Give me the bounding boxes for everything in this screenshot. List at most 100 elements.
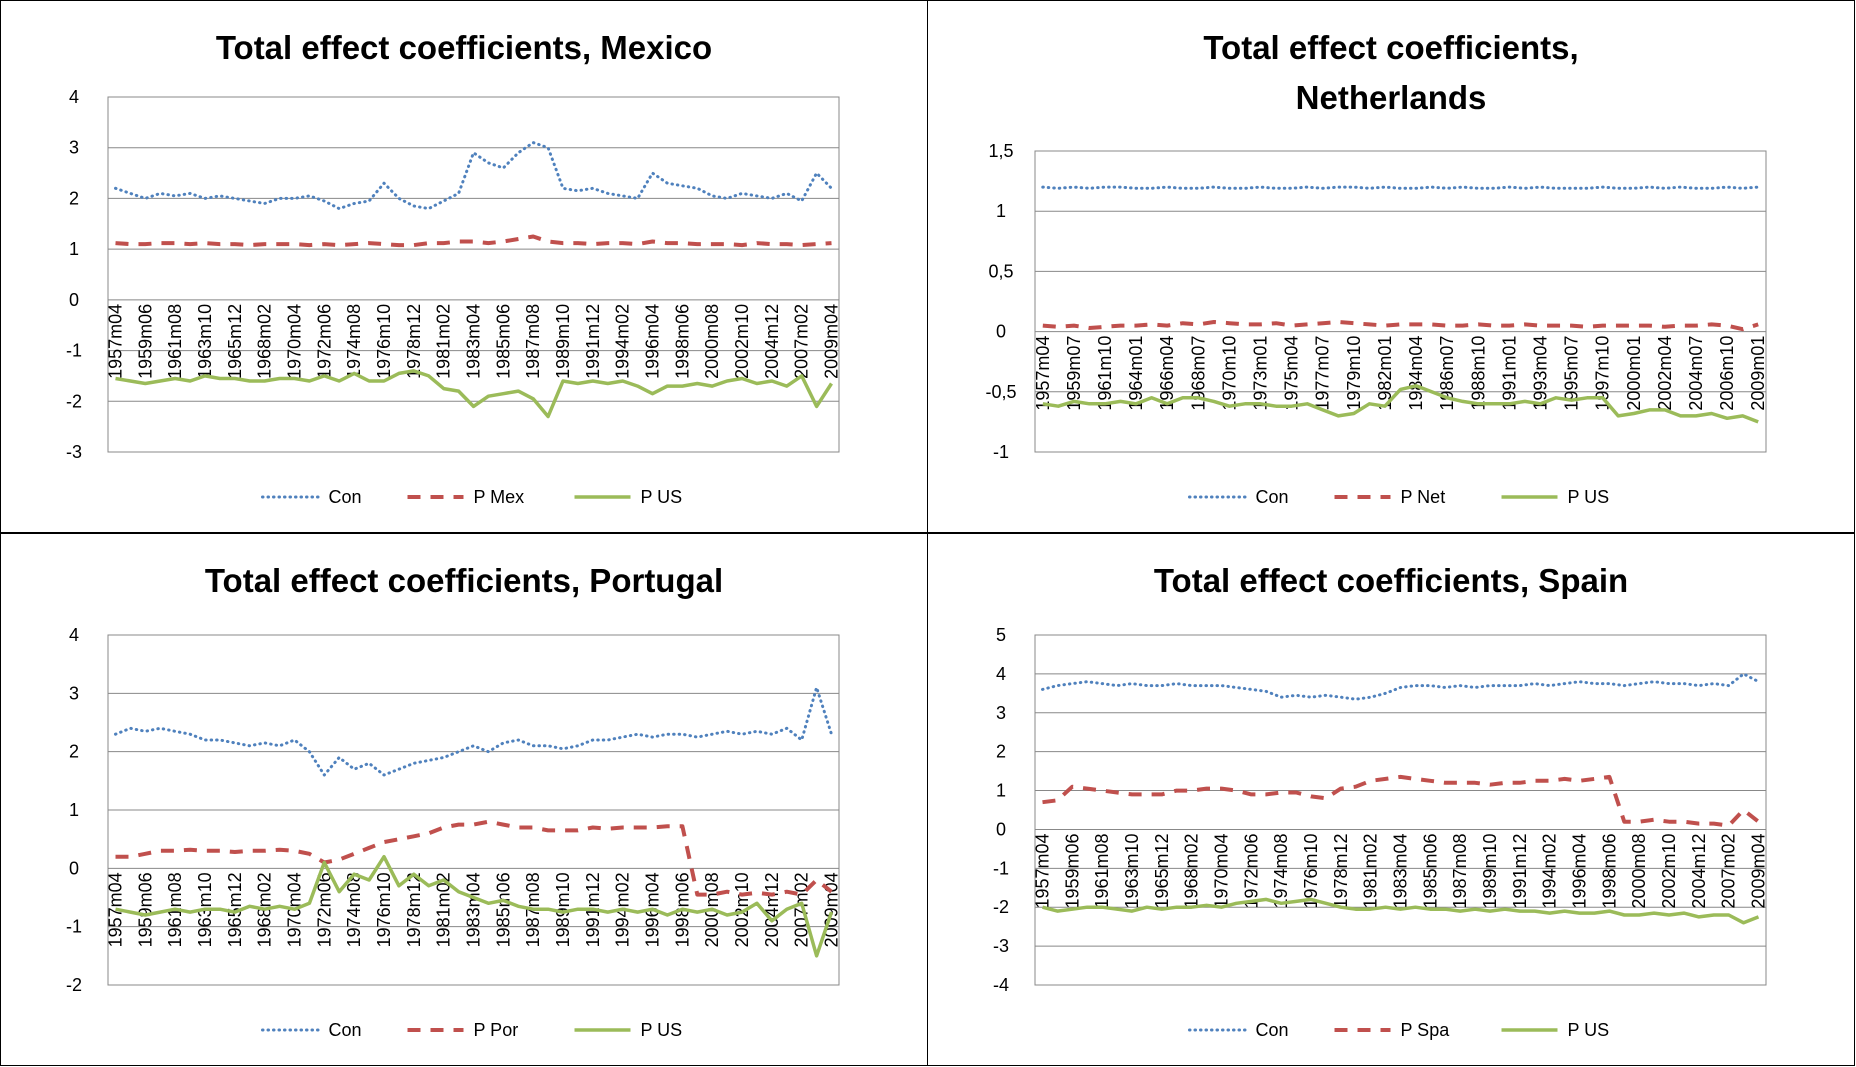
legend-label: Con [1256,1020,1289,1040]
x-tick-label: 1970m04 [1211,833,1231,908]
chart-panel: -1 -0,5 0 0,5 1 1,5 1957m04 1959m07 1961m10 1964m… [927,0,1855,533]
y-tick-label: -3 [993,936,1009,956]
x-tick-label: 1968m02 [255,304,275,379]
y-tick-label: 0 [996,819,1006,839]
x-tick-label: 1978m12 [404,304,424,379]
y-tick-label: 1 [69,239,79,259]
x-tick-label: 2004m12 [762,304,782,379]
x-tick-label: 2009m04 [1749,833,1769,908]
x-tick-label: 1959m06 [1062,833,1082,908]
series-line [115,854,834,958]
y-tick-label: -2 [66,391,82,411]
legend-label: P Net [1401,487,1446,507]
x-tick-label: 1977m07 [1313,336,1333,411]
x-tick-label: 1987m08 [523,304,543,379]
legend-label: Con [329,1020,362,1040]
y-tick-label: 2 [69,742,79,762]
x-tick-label: 1972m06 [314,304,334,379]
y-tick-label: 0 [996,322,1006,342]
x-tick-label: 1974m08 [344,304,364,379]
x-tick-label: 1981m02 [434,304,454,379]
x-tick-label: 1976m10 [1301,833,1321,908]
x-tick-label: 1994m02 [613,304,633,379]
x-tick-label: 1982m01 [1375,336,1395,411]
y-tick-label: 4 [69,87,79,107]
chart-title: Total effect coefficients, Spain [1153,562,1629,599]
x-tick-label: 1998m06 [672,304,692,379]
x-tick-label: 1987m08 [1450,833,1470,908]
y-tick-label: -1 [993,858,1009,878]
x-tick-label: 1988m10 [1468,336,1488,411]
x-tick-label: 1970m10 [1219,336,1239,411]
chart: -1 -0,5 0 0,5 1 1,5 1957m04 1959m07 1961m10 1964m… [985,141,1768,507]
x-tick-label: 1965m12 [225,872,245,947]
x-tick-label: 1973m01 [1251,336,1271,411]
x-tick-label: 2004m12 [1689,833,1709,908]
x-tick-label: 1981m02 [434,872,454,947]
x-tick-label: 1959m06 [135,872,155,947]
x-tick-label: 1983m04 [1391,833,1411,908]
x-tick-label: 2000m08 [702,304,722,379]
x-tick-label: 1989m10 [553,872,573,947]
chart: -3 -2 -1 0 1 2 3 4 1957m04 1959m06 1961m08 1963m10 1… [66,87,842,507]
y-tick-label: 3 [69,683,79,703]
y-tick-label: 1 [996,781,1006,801]
series-line [1041,185,1760,190]
series-line [1042,384,1759,424]
x-tick-label: 1983m04 [464,872,484,947]
y-tick-label: 3 [69,138,79,158]
x-tick-label: 1991m12 [583,304,603,379]
x-tick-label: 1976m10 [374,872,394,947]
x-tick-label: 1961m10 [1095,336,1115,411]
y-tick-label: 4 [69,625,79,645]
chart-title: Total effect coefficients, Netherlands [1203,29,1579,116]
x-tick-label: 1993m04 [1530,336,1550,411]
x-tick-label: 2002m10 [732,872,752,947]
x-tick-label: 1976m10 [374,304,394,379]
chart: -4 -3 -2 -1 0 1 2 3 4 5 1957m04 1959m06 1961m08 1963m… [993,625,1769,1040]
x-tick-label: 1963m10 [1122,833,1142,908]
x-tick-label: 2007m02 [792,872,812,947]
x-tick-label: 2002m10 [1659,833,1679,908]
chart-panel: -3 -2 -1 0 1 2 3 4 1957m04 1959m06 1961m08 1963m10 1… [0,0,928,533]
x-tick-label: 1959m06 [135,304,155,379]
y-tick-label: -1 [993,442,1009,462]
y-tick-label: 0,5 [988,261,1013,281]
x-tick-label: 1996m04 [1570,833,1590,908]
x-tick-label: 2007m02 [792,304,812,379]
series-line [1042,320,1759,332]
series-line [115,234,832,248]
y-tick-label: 0 [69,290,79,310]
series-line [1041,672,1760,701]
x-tick-label: 1981m02 [1361,833,1381,908]
x-tick-label: 1978m12 [404,872,424,947]
legend-label: Con [329,487,362,507]
x-tick-label: 1972m06 [1241,833,1261,908]
x-tick-label: 1957m04 [105,304,125,379]
x-tick-label: 1972m06 [314,872,334,947]
chart-panel: -4 -3 -2 -1 0 1 2 3 4 5 1957m04 1959m06 1961m08 1963m… [927,533,1855,1066]
x-tick-label: 2002m04 [1655,336,1675,411]
x-tick-label: 2000m01 [1624,336,1644,411]
y-tick-label: -1 [66,917,82,937]
x-tick-label: 1963m10 [195,304,215,379]
x-tick-label: 1965m12 [1152,833,1172,908]
x-tick-label: 1964m01 [1126,336,1146,411]
chart-title: Total effect coefficients, Portugal [204,562,724,599]
x-tick-label: 1985m06 [493,304,513,379]
x-tick-label: 1970m04 [284,304,304,379]
y-tick-label: 1 [996,201,1006,221]
x-tick-label: 1983m04 [464,304,484,379]
x-tick-label: 2004m12 [762,872,782,947]
x-tick-label: 1989m10 [1480,833,1500,908]
x-tick-label: 1998m06 [1599,833,1619,908]
x-tick-label: 2006m10 [1717,336,1737,411]
x-tick-label: 2002m10 [732,304,752,379]
legend-label: Con [1256,487,1289,507]
x-tick-label: 1974m08 [344,872,364,947]
x-tick-label: 1985m06 [1420,833,1440,908]
x-tick-label: 1968m02 [1182,833,1202,908]
y-tick-label: 5 [996,625,1006,645]
